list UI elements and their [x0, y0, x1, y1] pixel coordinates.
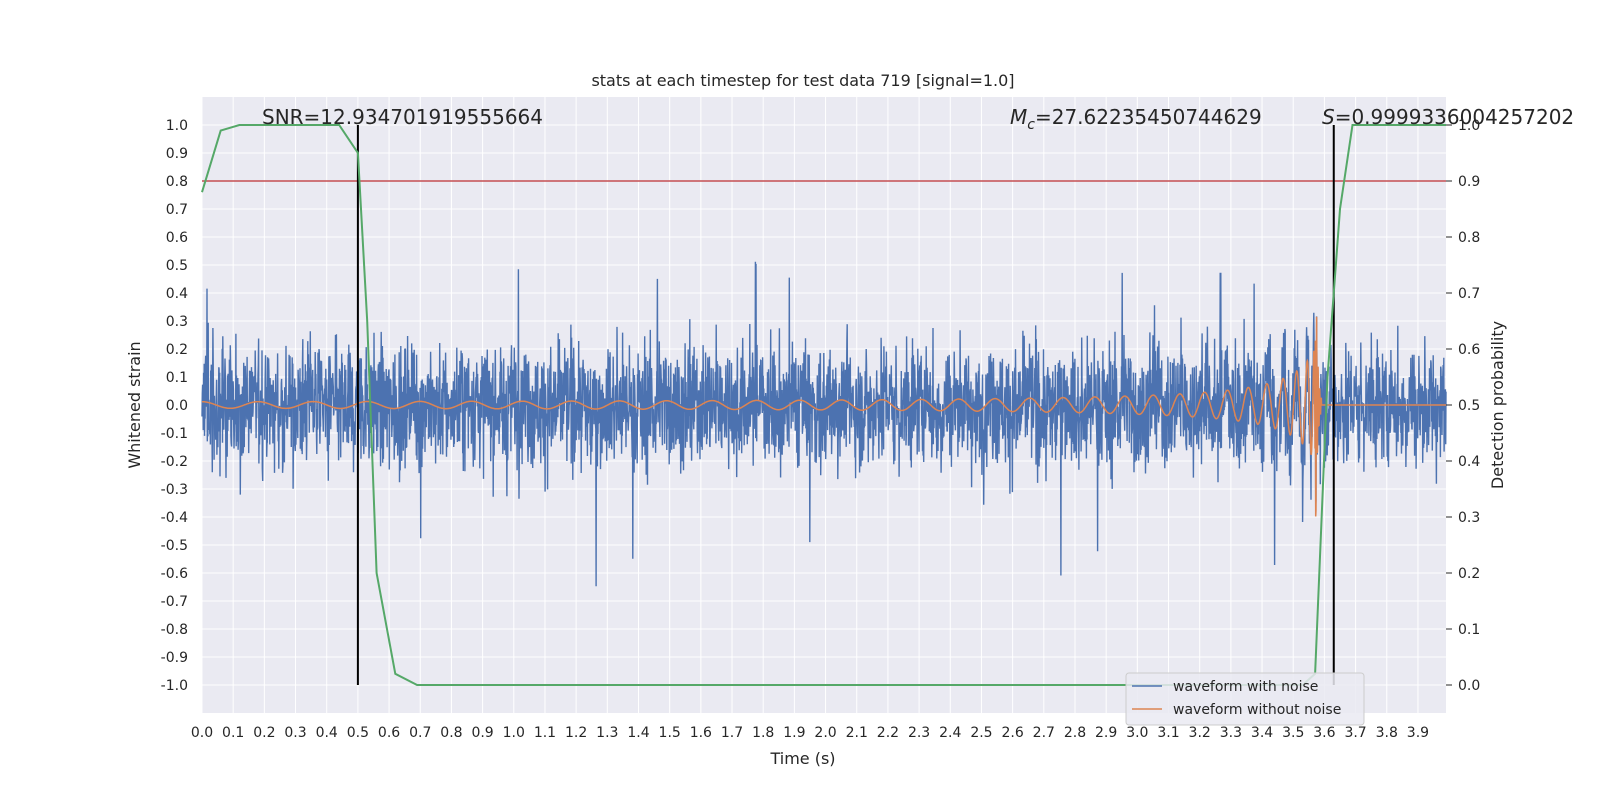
detection-score-annotation: S=0.9999336004257202 [1322, 105, 1574, 129]
y2-axis-label: Detection probability [1488, 321, 1507, 489]
y2-tick-labels: 1.0 0.9 0.8 0.7 0.6 0.5 0.4 0.3 0.2 0.1 0.0 [1446, 118, 1480, 694]
y-tick-label: -1.0 [161, 678, 188, 694]
chart-title: stats at each timestep for test data 719… [591, 71, 1014, 90]
chirp-mass-annotation: Mc=27.62235450744629 [1010, 105, 1262, 133]
legend: waveform with noise waveform without noi… [1125, 672, 1365, 726]
y-tick-label: 0.2 [166, 342, 188, 358]
y-tick-label: -0.5 [161, 538, 188, 554]
x-tick-label: 1.3 [596, 725, 618, 741]
x-tick-label: 3.3 [1220, 725, 1242, 741]
y2-tick-label: 0.6 [1458, 342, 1480, 358]
y2-tick-label: 0.5 [1458, 398, 1480, 414]
y2-tick-label: 0.1 [1458, 622, 1480, 638]
x-tick-label: 2.9 [1095, 725, 1117, 741]
y2-tick-label: 0.4 [1458, 454, 1480, 470]
y-tick-label: 0.9 [166, 146, 188, 162]
x-tick-label: 1.1 [534, 725, 556, 741]
x-tick-label: 2.7 [1033, 725, 1055, 741]
y-tick-label: -0.2 [161, 454, 188, 470]
x-tick-label: 1.9 [783, 725, 805, 741]
x-tick-label: 0.7 [409, 725, 431, 741]
y-tick-label: 1.0 [166, 118, 188, 134]
traces [201, 261, 1447, 587]
x-tick-label: 0.1 [222, 725, 244, 741]
y2-tick-label: 0.2 [1458, 566, 1480, 582]
y-tick-label: 0.4 [166, 286, 188, 302]
y-tick-label: 0.3 [166, 314, 188, 330]
x-tick-label: 0.8 [440, 725, 462, 741]
x-tick-label: 1.7 [721, 725, 743, 741]
y-tick-label: -0.9 [161, 650, 188, 666]
x-tick-label: 2.8 [1064, 725, 1086, 741]
x-tick-label: 1.0 [503, 725, 525, 741]
x-tick-label: 0.2 [253, 725, 275, 741]
series-line-waveform-without-noise [202, 316, 1446, 517]
y2-tick-label: 0.3 [1458, 510, 1480, 526]
series-line-detection-probability [201, 124, 1446, 686]
chirp-mass-value: =27.62235450744629 [1035, 105, 1262, 129]
y2-tick-label: 0.7 [1458, 286, 1480, 302]
x-tick-label: 3.5 [1282, 725, 1304, 741]
y-tick-label: 0.8 [166, 174, 188, 190]
x-tick-label: 0.6 [378, 725, 400, 741]
detection-score-symbol: S [1322, 105, 1335, 129]
x-tick-label: 0.4 [316, 725, 338, 741]
x-tick-label: 1.5 [659, 725, 681, 741]
detection-score-value: =0.9999336004257202 [1335, 105, 1574, 129]
y2-tick-label: 1.0 [1458, 118, 1480, 134]
x-tick-label: 3.9 [1407, 725, 1429, 741]
x-tick-label: 0.3 [284, 725, 306, 741]
y-tick-label: -0.8 [161, 622, 188, 638]
chirp-mass-subscript: c [1027, 117, 1035, 133]
x-tick-label: 3.0 [1126, 725, 1148, 741]
y2-tick-label: 0.8 [1458, 230, 1480, 246]
x-tick-label: 0.9 [471, 725, 493, 741]
series-line-waveform-with-noise [201, 261, 1447, 587]
x-tick-label: 3.1 [1157, 725, 1179, 741]
x-tick-label: 1.6 [690, 725, 712, 741]
y2-tick-label: 0.0 [1458, 678, 1480, 694]
x-tick-label: 2.4 [939, 725, 961, 741]
legend-label-waveform-without-noise: waveform without noise [1173, 702, 1341, 718]
y-tick-label: 0.5 [166, 258, 188, 274]
x-tick-label: 2.5 [970, 725, 992, 741]
y-tick-label: -0.7 [161, 594, 188, 610]
x-tick-label: 1.2 [565, 725, 587, 741]
y-tick-labels: 1.0 0.9 0.8 0.7 0.6 0.5 0.4 0.3 0.2 0.1 0.0 -0.1 -0.… [161, 118, 188, 694]
x-tick-label: 2.2 [877, 725, 899, 741]
y-tick-label: -0.1 [161, 426, 188, 442]
y-tick-label: 0.7 [166, 202, 188, 218]
x-tick-label: 1.8 [752, 725, 774, 741]
x-tick-label: 3.7 [1344, 725, 1366, 741]
x-tick-label: 2.0 [814, 725, 836, 741]
x-tick-label: 3.4 [1251, 725, 1273, 741]
chirp-mass-symbol: M [1010, 105, 1027, 129]
y-tick-label: 0.1 [166, 370, 188, 386]
x-tick-label: 2.1 [846, 725, 868, 741]
x-tick-label: 2.6 [1001, 725, 1023, 741]
x-tick-label: 0.5 [347, 725, 369, 741]
x-tick-label: 1.4 [627, 725, 649, 741]
y-tick-label: 0.6 [166, 230, 188, 246]
y-tick-label: -0.6 [161, 566, 188, 582]
snr-annotation: SNR=12.934701919555664 [262, 105, 543, 129]
legend-label-waveform-with-noise: waveform with noise [1173, 679, 1318, 695]
legend-box [1125, 672, 1365, 726]
x-tick-label: 2.3 [908, 725, 930, 741]
y-axis-label: Whitened strain [125, 341, 144, 468]
y-tick-label: -0.4 [161, 510, 188, 526]
x-tick-labels: 0.0 0.1 0.2 0.3 0.4 0.5 0.6 0.7 0.8 0.9 1.0 1.1 1.2 1… [191, 725, 1429, 741]
x-axis-label: Time (s) [769, 749, 835, 768]
y2-tick-label: 0.9 [1458, 174, 1480, 190]
x-tick-label: 3.2 [1189, 725, 1211, 741]
x-tick-label: 3.6 [1313, 725, 1335, 741]
x-tick-label: 0.0 [191, 725, 213, 741]
x-tick-label: 3.8 [1376, 725, 1398, 741]
y-tick-label: 0.0 [166, 398, 188, 414]
y-tick-label: -0.3 [161, 482, 188, 498]
